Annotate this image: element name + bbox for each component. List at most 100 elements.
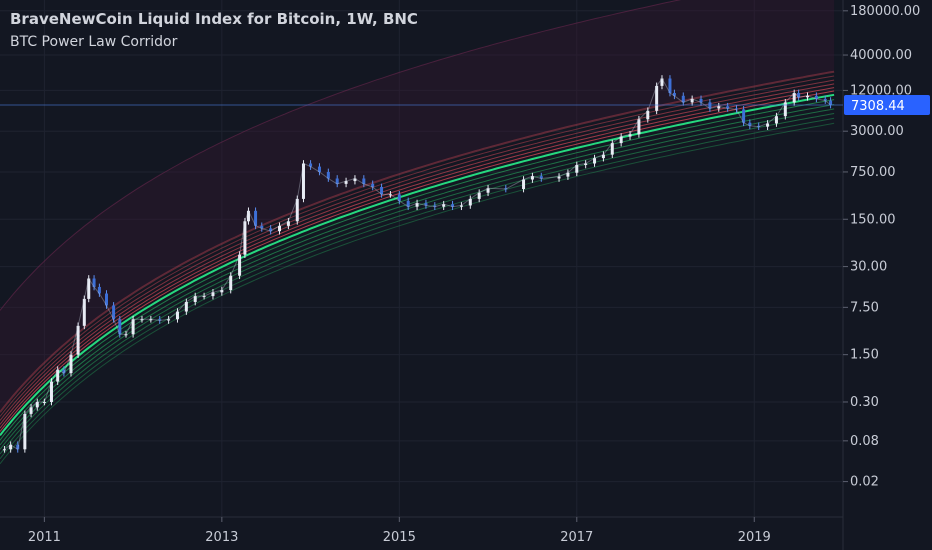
candle-body (735, 108, 739, 110)
candle-body (69, 354, 73, 374)
candle-body (610, 143, 614, 155)
candle-body (442, 204, 446, 207)
candle-body (29, 407, 33, 414)
candle-body (672, 92, 676, 96)
y-tick-label: 30.00 (850, 260, 887, 275)
candle-body (601, 154, 605, 159)
candle-body (97, 286, 101, 294)
candle-body (309, 163, 313, 167)
candle-body (451, 204, 455, 207)
candle-body (797, 92, 801, 98)
candle-body (530, 176, 534, 180)
candle-body (16, 444, 20, 450)
candle-body (371, 183, 375, 187)
candle-body (23, 413, 27, 450)
candle-body (566, 172, 570, 177)
candle-body (814, 95, 818, 99)
candle-body (278, 225, 282, 232)
candle-body (49, 381, 53, 402)
candle-body (637, 119, 641, 135)
y-tick-label: 3000.00 (850, 124, 904, 139)
candle-body (628, 134, 632, 137)
candle-body (668, 78, 672, 93)
candle-body (124, 334, 128, 336)
red-band-line (0, 83, 835, 425)
candle-body (362, 178, 366, 184)
red-band-line (0, 90, 835, 432)
candle-body (104, 293, 108, 306)
chart-title: BraveNewCoin Liquid Index for Bitcoin, 1… (10, 10, 418, 28)
red-band-line (0, 75, 835, 417)
y-tick-label: 750.00 (850, 165, 896, 180)
y-tick-label: 150.00 (850, 212, 896, 227)
candle-body (140, 319, 144, 321)
candle-body (286, 221, 290, 226)
candle-body (397, 194, 401, 201)
candle-body (584, 163, 588, 165)
candle-body (193, 296, 197, 302)
candle-body (112, 305, 116, 320)
candle-body (433, 205, 437, 207)
candle-body (619, 136, 623, 144)
candle-body (211, 292, 215, 297)
candle-body (424, 203, 428, 206)
y-tick-label: 0.08 (850, 434, 879, 449)
candle-body (380, 186, 384, 195)
candle-body (726, 106, 730, 109)
candle-body (353, 178, 357, 182)
last-price-badge (844, 95, 930, 116)
green-band-line (0, 113, 835, 455)
y-tick-label: 12000.00 (850, 83, 912, 98)
candle-body (690, 98, 694, 103)
red-band-line (0, 70, 835, 413)
candle-body (477, 192, 481, 199)
candle-body (254, 210, 258, 226)
y-tick-label: 7.50 (850, 300, 879, 315)
x-tick-label: 2017 (560, 530, 593, 545)
candle-body (406, 200, 410, 207)
candle-body (243, 221, 247, 255)
candle-body (158, 319, 162, 321)
candle-body (220, 290, 224, 293)
candle-body (202, 296, 206, 298)
candle-body (699, 98, 703, 103)
red-band-line (0, 87, 835, 429)
candle-body (87, 278, 91, 299)
x-tick-label: 2015 (383, 530, 416, 545)
candle-body (167, 319, 171, 321)
candle-body (774, 116, 778, 124)
candle-body (459, 205, 463, 207)
y-tick-label: 1.50 (850, 348, 879, 363)
candle-body (486, 188, 490, 193)
x-tick-label: 2013 (205, 530, 238, 545)
candle-body (317, 166, 321, 172)
candle-body (335, 178, 339, 184)
upper-corridor-line (0, 0, 682, 311)
candle-body (9, 444, 13, 450)
candle-body (76, 325, 80, 355)
candle-body (344, 181, 348, 184)
candle-body (806, 95, 810, 98)
candle-body (655, 85, 659, 111)
candle-body (62, 369, 66, 374)
y-tick-label: 180000.00 (850, 4, 920, 19)
candle-body (388, 194, 392, 196)
candle-body (575, 164, 579, 173)
candle-body (131, 319, 135, 335)
green-band-line (0, 122, 835, 465)
candle-body (229, 275, 233, 291)
chart-subtitle: BTC Power Law Corridor (10, 34, 178, 50)
green-band-line (0, 99, 835, 441)
candle-body (539, 176, 543, 179)
candle-body (2, 449, 6, 451)
candle-body (260, 225, 264, 229)
green-band-line (0, 117, 835, 460)
candle-body (301, 163, 305, 199)
candle-body (82, 298, 86, 326)
candle-body (646, 110, 650, 120)
x-tick-label: 2011 (28, 530, 61, 545)
price-line (4, 77, 831, 451)
